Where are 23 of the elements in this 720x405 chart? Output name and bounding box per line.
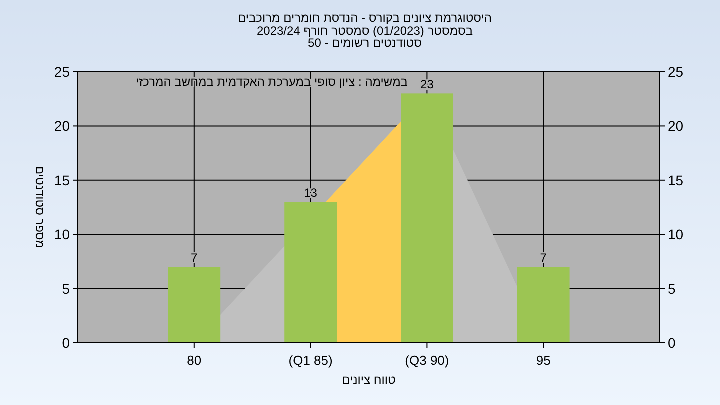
x-tick-label: 95 [536, 353, 551, 368]
x-tick-label: 80 [187, 353, 202, 368]
y2-tick-label: 20 [668, 118, 684, 134]
y2-tick-label: 25 [668, 64, 684, 80]
chart-title: היסטוגרמת ציונים בקורס - הנדסת חומרים מרוכבים [238, 11, 492, 25]
y2-tick-label: 10 [668, 226, 684, 243]
chart-subtitle: בסמסטר (01/2023) סמסטר חורף 2023/24 סטודנטים רשומים - 50 [256, 24, 474, 50]
x-tick-label: (Q1 85) [288, 353, 333, 368]
y-tick-label: 20 [54, 118, 70, 134]
y-axis-title: מספר סטודנטים [33, 166, 47, 249]
y-tick-label: 0 [62, 335, 70, 351]
y-tick-label: 5 [62, 280, 70, 297]
y-tick-label: 25 [54, 64, 70, 80]
y2-tick-label: 0 [668, 335, 676, 351]
y2-tick-label: 15 [668, 172, 684, 188]
y-tick-label: 15 [54, 172, 70, 188]
bar [517, 267, 570, 343]
x-axis-title: טווח ציונים [342, 373, 396, 387]
bar [168, 267, 221, 343]
bar [284, 202, 337, 343]
y2-tick-label: 5 [668, 280, 676, 297]
x-tick-label: (Q3 90) [405, 353, 450, 368]
y-tick-label: 10 [54, 226, 70, 243]
